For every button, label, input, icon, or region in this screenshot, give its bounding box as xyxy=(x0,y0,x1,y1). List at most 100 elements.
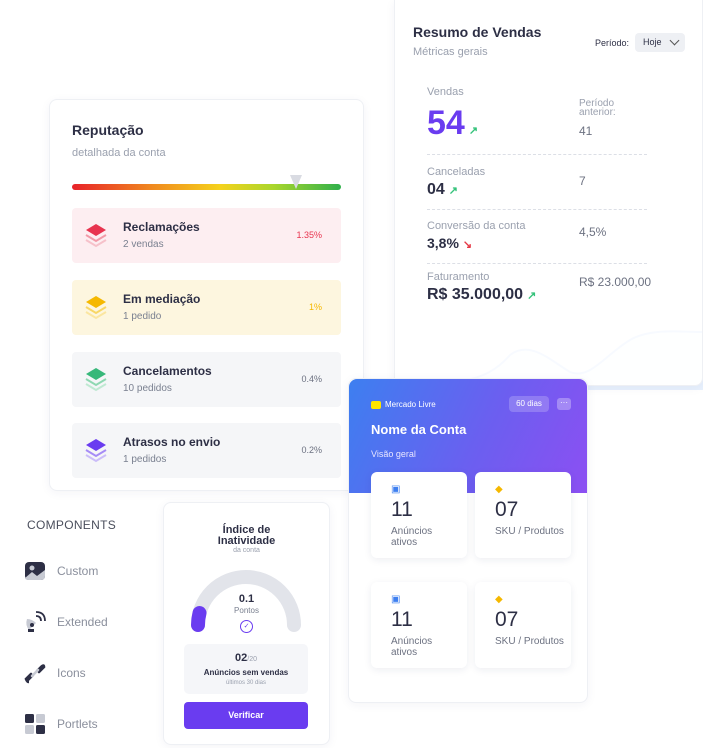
account-name: Nome da Conta xyxy=(371,422,467,437)
reputation-item-count: 1 pedidos xyxy=(123,454,167,465)
box-icon: ◆ xyxy=(495,484,503,495)
inactivity-card: Índice de Inatividade da conta 0.1 Ponto… xyxy=(163,502,330,745)
reputation-title: Reputação xyxy=(72,122,144,138)
listings-total: /20 xyxy=(247,656,257,663)
reputation-item-percent: 1% xyxy=(308,302,322,312)
reputation-item-count: 10 pedidos xyxy=(123,383,172,394)
verify-button[interactable]: Verificar xyxy=(184,702,308,729)
metric-value: 04 xyxy=(427,181,445,198)
chevron-down-icon xyxy=(669,35,680,46)
sales-summary-card: Resumo de Vendas Métricas gerais Período… xyxy=(394,0,703,386)
sales-subtitle: Métricas gerais xyxy=(413,46,488,58)
period-select[interactable]: Hoje xyxy=(635,33,685,52)
component-label: Icons xyxy=(57,666,86,680)
box-icon: ◆ xyxy=(495,594,503,605)
reputation-item-reclamacoes[interactable]: Reclamações 2 vendas 1.35% xyxy=(72,208,341,263)
reputation-item-percent: 0.2% xyxy=(301,445,322,455)
arrow-up-right-icon: ↗ xyxy=(527,290,537,302)
arrow-up-right-icon: ↗ xyxy=(468,125,479,137)
inactivity-title: Índice de Inatividade xyxy=(217,524,276,547)
listings-label: Anúncios sem vendas xyxy=(203,668,289,677)
metric-label: Vendas xyxy=(427,86,464,98)
reputation-item-label: Atrasos no envio xyxy=(123,435,221,449)
reputation-item-mediacao[interactable]: Em mediação 1 pedido 1% xyxy=(72,280,341,335)
inactivity-value: 0.1 xyxy=(238,593,255,605)
brand-name: Mercado Livre xyxy=(385,400,436,409)
link-icon xyxy=(24,664,46,684)
component-label: Extended xyxy=(57,615,108,629)
metric-canceladas: Canceladas 04 ↗ xyxy=(427,166,647,199)
inactivity-unit: Pontos xyxy=(234,606,259,615)
stat-value: 11 xyxy=(391,608,413,631)
divider xyxy=(427,263,647,264)
stat-tile[interactable]: ▣ 11 Anúncios ativos xyxy=(371,472,467,558)
period-badge[interactable]: 60 dias xyxy=(509,396,549,412)
inactivity-gauge xyxy=(191,570,301,632)
stat-tile[interactable]: ◆ 07 SKU / Produtos xyxy=(475,582,571,668)
reputation-item-percent: 1.35% xyxy=(296,230,322,240)
reputation-item-label: Cancelamentos xyxy=(123,364,212,378)
gauge-fill xyxy=(191,606,207,632)
arrow-down-right-icon: ↘ xyxy=(462,239,473,251)
sales-title: Resumo de Vendas xyxy=(413,24,542,40)
reputation-bar xyxy=(72,184,341,190)
stat-label: Anúncios ativos xyxy=(391,636,433,658)
prev-value: R$ 23.000,00 xyxy=(579,275,652,289)
stat-value: 07 xyxy=(495,608,519,631)
reputation-item-label: Em mediação xyxy=(123,292,201,306)
reputation-item-count: 1 pedido xyxy=(123,311,162,322)
mercado-livre-logo-icon xyxy=(371,401,381,409)
ad-icon: ▣ xyxy=(391,594,401,605)
layers-icon xyxy=(85,368,107,392)
ad-icon: ▣ xyxy=(391,484,401,495)
metric-conversao: Conversão da conta 3,8% ↘ xyxy=(427,220,647,251)
stat-value: 11 xyxy=(391,498,413,521)
reputation-card: Reputação detalhada da conta Reclamações… xyxy=(49,99,364,491)
reputation-subtitle: detalhada da conta xyxy=(72,147,166,159)
metric-faturamento: Faturamento R$ 35.000,00 ↗ xyxy=(427,271,647,304)
account-card: Mercado Livre 60 dias ··· Nome da Conta … xyxy=(348,378,588,703)
account-overview: Visão geral xyxy=(371,449,416,459)
prev-period-label: Período anterior: xyxy=(579,98,616,118)
prev-value: 7 xyxy=(579,174,586,188)
reputation-item-cancelamentos[interactable]: Cancelamentos 10 pedidos 0.4% xyxy=(72,352,341,407)
reputation-item-count: 2 vendas xyxy=(123,239,164,250)
check-circle-icon: ✓ xyxy=(240,620,253,633)
arrow-up-right-icon: ↗ xyxy=(448,185,459,197)
divider xyxy=(427,154,647,155)
period-label: Período: xyxy=(595,38,630,48)
prev-value: 4,5% xyxy=(579,225,607,239)
period-value: Hoje xyxy=(643,37,662,47)
components-heading: COMPONENTS xyxy=(27,518,117,532)
metric-label: Faturamento xyxy=(427,271,490,283)
stat-value: 07 xyxy=(495,498,519,521)
layers-icon xyxy=(85,296,107,320)
metric-value: 3,8% xyxy=(427,235,459,251)
reputation-item-atrasos[interactable]: Atrasos no envio 1 pedidos 0.2% xyxy=(72,423,341,478)
prev-period-value: 41 xyxy=(579,124,593,138)
metric-value: 54 xyxy=(427,104,465,142)
reputation-marker xyxy=(290,175,302,189)
stat-label: SKU / Produtos xyxy=(495,636,564,647)
listings-value: 02 xyxy=(235,652,248,664)
inactivity-subtitle: da conta xyxy=(233,547,260,554)
layers-icon xyxy=(85,439,107,463)
stat-tile[interactable]: ▣ 11 Anúncios ativos xyxy=(371,582,467,668)
reputation-item-percent: 0.4% xyxy=(301,374,322,384)
stat-label: Anúncios ativos xyxy=(391,526,433,548)
metric-vendas: Vendas 54 ↗ xyxy=(427,86,647,143)
listings-box: 02/20 Anúncios sem vendas últimos 30 dia… xyxy=(184,644,308,694)
stat-tile[interactable]: ◆ 07 SKU / Produtos xyxy=(475,472,571,558)
metric-value: R$ 35.000,00 xyxy=(427,286,524,303)
component-label: Portlets xyxy=(57,717,98,731)
stat-label: SKU / Produtos xyxy=(495,526,564,537)
divider xyxy=(427,209,647,210)
grid-icon xyxy=(25,714,45,734)
satellite-icon xyxy=(26,611,46,632)
metric-label: Canceladas xyxy=(427,166,486,178)
listings-period: últimos 30 dias xyxy=(225,680,267,686)
image-icon xyxy=(25,562,45,580)
component-label: Custom xyxy=(57,564,99,578)
metric-label: Conversão da conta xyxy=(427,220,526,232)
more-options-button[interactable]: ··· xyxy=(557,398,571,410)
